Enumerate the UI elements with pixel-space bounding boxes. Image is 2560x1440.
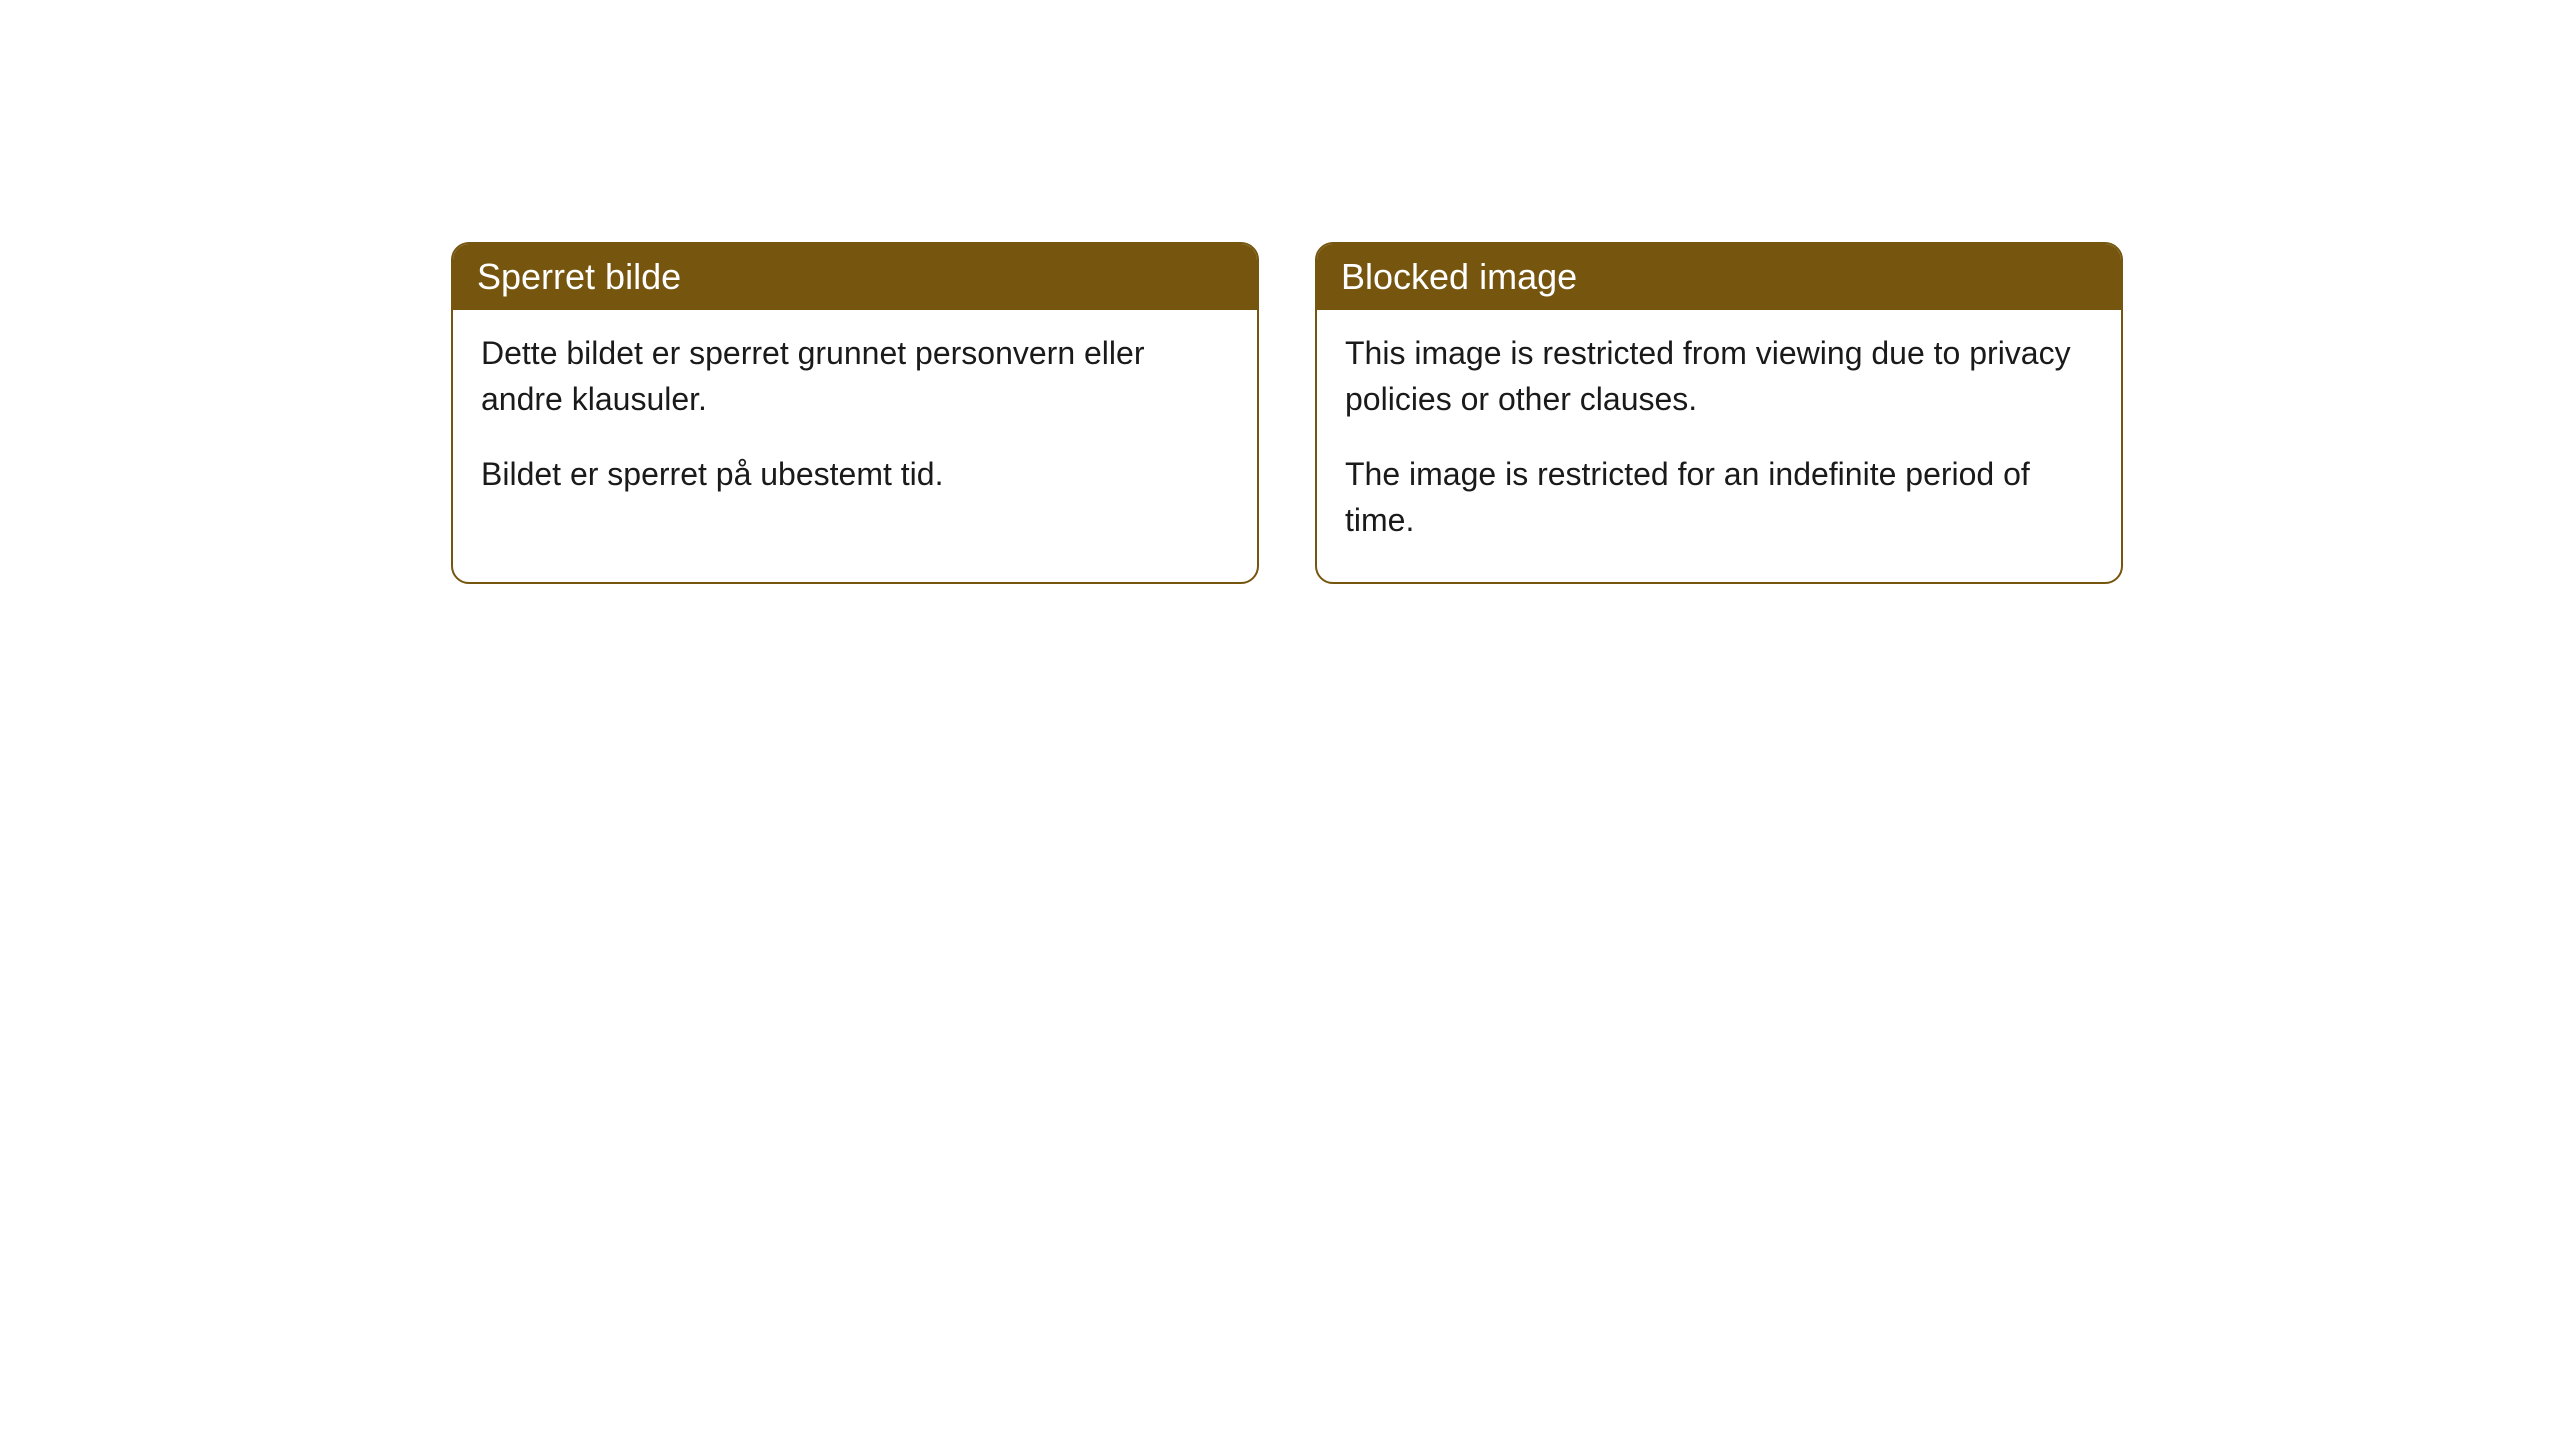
card-paragraph: Dette bildet er sperret grunnet personve…: [481, 330, 1229, 423]
card-title: Blocked image: [1341, 256, 1577, 297]
card-body: Dette bildet er sperret grunnet personve…: [453, 310, 1257, 535]
card-paragraph: This image is restricted from viewing du…: [1345, 330, 2093, 423]
card-paragraph: Bildet er sperret på ubestemt tid.: [481, 451, 1229, 497]
card-paragraph: The image is restricted for an indefinit…: [1345, 451, 2093, 544]
notice-card-english: Blocked image This image is restricted f…: [1315, 242, 2123, 584]
notice-card-norwegian: Sperret bilde Dette bildet er sperret gr…: [451, 242, 1259, 584]
card-title: Sperret bilde: [477, 256, 681, 297]
notice-container: Sperret bilde Dette bildet er sperret gr…: [0, 0, 2560, 584]
card-body: This image is restricted from viewing du…: [1317, 310, 2121, 582]
card-header: Blocked image: [1317, 244, 2121, 310]
card-header: Sperret bilde: [453, 244, 1257, 310]
